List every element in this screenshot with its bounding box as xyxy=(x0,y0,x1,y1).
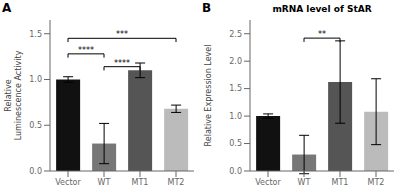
html-text:A: A xyxy=(2,1,12,15)
html-text:mRNA level of StAR: mRNA level of StAR xyxy=(272,4,372,14)
svg-text:**: ** xyxy=(318,30,326,39)
svg-text:1.5: 1.5 xyxy=(229,84,242,93)
svg-text:Vector: Vector xyxy=(55,178,81,187)
svg-text:2.5: 2.5 xyxy=(229,30,242,39)
svg-text:2.0: 2.0 xyxy=(229,57,242,66)
svg-text:WT: WT xyxy=(298,178,311,187)
svg-text:MT2: MT2 xyxy=(368,178,385,187)
svg-text:****: **** xyxy=(114,59,130,68)
svg-text:0.0: 0.0 xyxy=(29,167,42,176)
svg-text:MT1: MT1 xyxy=(132,178,149,187)
svg-text:WT: WT xyxy=(98,178,111,187)
svg-text:MT1: MT1 xyxy=(332,178,349,187)
svg-text:0.0: 0.0 xyxy=(229,167,242,176)
svg-text:RelativeLuminescence Activity: RelativeLuminescence Activity xyxy=(8,50,23,140)
svg-text:****: **** xyxy=(78,46,94,55)
svg-text:Vector: Vector xyxy=(255,178,281,187)
svg-text:Relative Expression Level: Relative Expression Level xyxy=(204,45,213,147)
html-text:B: B xyxy=(202,1,212,15)
svg-text:***: *** xyxy=(116,30,128,39)
svg-text:1.5: 1.5 xyxy=(29,30,42,39)
svg-text:MT2: MT2 xyxy=(168,178,185,187)
svg-text:0.5: 0.5 xyxy=(229,139,242,148)
svg-text:0.5: 0.5 xyxy=(29,121,42,130)
svg-text:1.0: 1.0 xyxy=(29,75,42,84)
svg-text:1.0: 1.0 xyxy=(229,112,242,121)
